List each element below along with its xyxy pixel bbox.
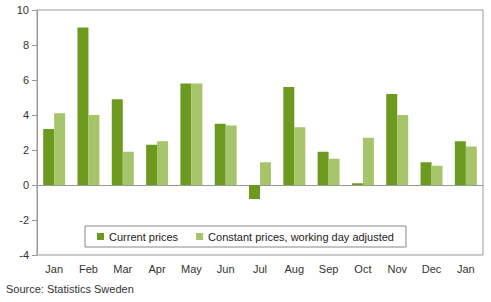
svg-text:Current prices: Current prices	[109, 231, 179, 243]
svg-text:Jun: Jun	[217, 263, 235, 275]
svg-text:10: 10	[17, 4, 29, 16]
svg-text:-4: -4	[19, 249, 29, 261]
svg-text:0: 0	[23, 179, 29, 191]
svg-text:-2: -2	[19, 214, 29, 226]
svg-text:Constant prices, working day a: Constant prices, working day adjusted	[208, 231, 394, 243]
svg-text:Sep: Sep	[319, 263, 339, 275]
svg-text:Aug: Aug	[285, 263, 305, 275]
svg-text:Source: Statistics Sweden: Source: Statistics Sweden	[6, 283, 134, 295]
svg-text:6: 6	[23, 74, 29, 86]
svg-text:Mar: Mar	[113, 263, 132, 275]
svg-text:8: 8	[23, 39, 29, 51]
svg-text:Apr: Apr	[149, 263, 166, 275]
svg-text:Jan: Jan	[45, 263, 63, 275]
svg-text:Oct: Oct	[354, 263, 371, 275]
svg-text:4: 4	[23, 109, 29, 121]
svg-text:2: 2	[23, 144, 29, 156]
svg-text:Nov: Nov	[387, 263, 407, 275]
svg-text:Dec: Dec	[422, 263, 442, 275]
svg-text:Jan: Jan	[457, 263, 475, 275]
svg-text:May: May	[181, 263, 202, 275]
svg-text:Feb: Feb	[79, 263, 98, 275]
svg-text:Jul: Jul	[253, 263, 267, 275]
